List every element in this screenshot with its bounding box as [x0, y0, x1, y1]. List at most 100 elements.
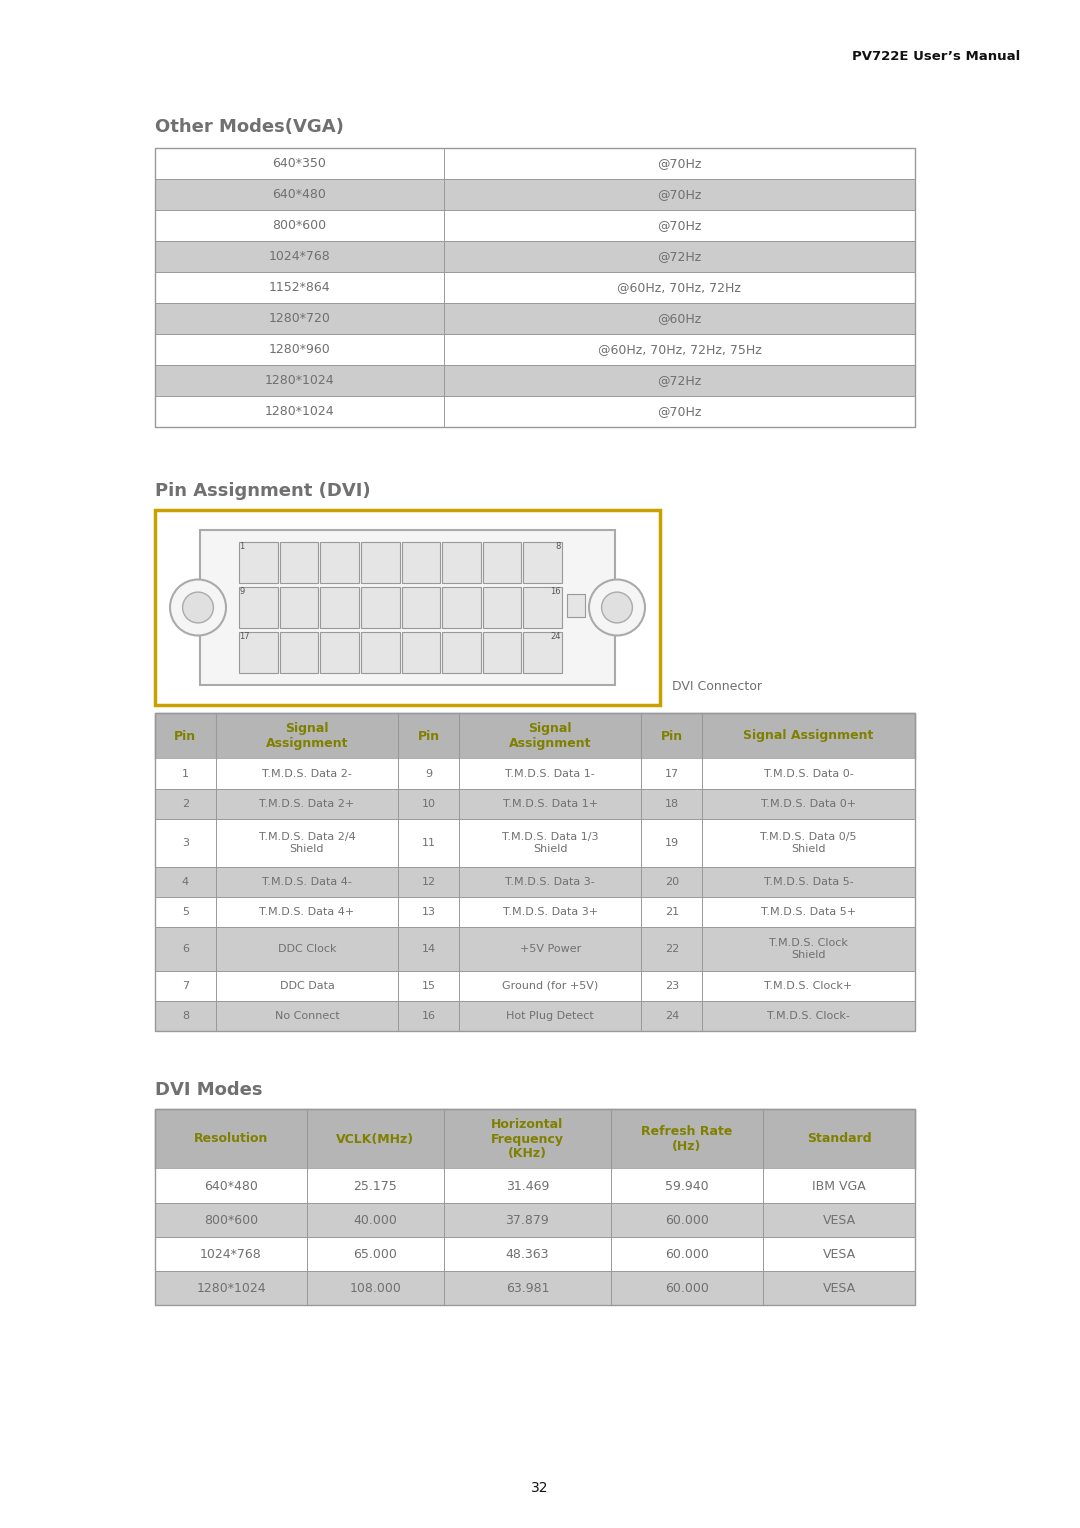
Text: 1280*960: 1280*960 [269, 342, 330, 356]
Text: 37.879: 37.879 [505, 1213, 550, 1227]
Text: 4: 4 [181, 877, 189, 886]
Text: 16: 16 [421, 1012, 435, 1021]
Text: VESA: VESA [823, 1247, 855, 1261]
Bar [361, 587, 400, 628]
Text: T.M.D.S. Data 4+: T.M.D.S. Data 4+ [259, 908, 354, 917]
Text: T.M.D.S. Data 1/3
Shield: T.M.D.S. Data 1/3 Shield [502, 833, 598, 854]
Text: T.M.D.S. Clock-: T.M.D.S. Clock- [767, 1012, 850, 1021]
Bar [156, 714, 915, 1031]
Bar [156, 1109, 307, 1169]
Text: +5V Power: +5V Power [519, 944, 581, 953]
Bar [156, 1169, 915, 1203]
Text: Pin: Pin [174, 729, 197, 743]
Text: 14: 14 [421, 944, 435, 953]
Text: T.M.D.S. Data 2+: T.M.D.S. Data 2+ [259, 799, 354, 808]
Text: 7: 7 [181, 981, 189, 992]
Text: 20: 20 [664, 877, 679, 886]
Text: No Connect: No Connect [274, 1012, 339, 1021]
Text: 6: 6 [181, 944, 189, 953]
Text: 8: 8 [181, 1012, 189, 1021]
Bar [156, 365, 915, 396]
Text: T.M.D.S. Clock
Shield: T.M.D.S. Clock Shield [769, 938, 848, 960]
Text: 31.469: 31.469 [505, 1180, 549, 1192]
Text: @60Hz: @60Hz [658, 312, 702, 325]
Bar [307, 1109, 444, 1169]
Bar [239, 542, 278, 584]
Text: DDC Clock: DDC Clock [278, 944, 336, 953]
Text: T.M.D.S. Data 0-: T.M.D.S. Data 0- [764, 769, 853, 779]
Text: PV722E User’s Manual: PV722E User’s Manual [852, 50, 1020, 63]
Text: DDC Data: DDC Data [280, 981, 335, 992]
Text: IBM VGA: IBM VGA [812, 1180, 866, 1192]
Text: Other Modes(VGA): Other Modes(VGA) [156, 118, 343, 136]
Text: 1: 1 [181, 769, 189, 779]
Bar [156, 866, 915, 897]
Bar [280, 587, 319, 628]
Text: Pin: Pin [661, 729, 683, 743]
Text: @70Hz: @70Hz [658, 188, 702, 202]
Bar [642, 714, 702, 759]
Text: Ground (for +5V): Ground (for +5V) [502, 981, 598, 992]
Text: T.M.D.S. Data 5+: T.M.D.S. Data 5+ [761, 908, 856, 917]
Bar [524, 587, 562, 628]
Text: T.M.D.S. Data 2/4
Shield: T.M.D.S. Data 2/4 Shield [258, 833, 355, 854]
Text: T.M.D.S. Data 1-: T.M.D.S. Data 1- [505, 769, 595, 779]
Text: 22: 22 [664, 944, 679, 953]
Bar [402, 542, 441, 584]
Text: @60Hz, 70Hz, 72Hz: @60Hz, 70Hz, 72Hz [618, 281, 741, 293]
Bar [280, 633, 319, 672]
Circle shape [170, 579, 226, 636]
Bar [239, 633, 278, 672]
Text: 1024*768: 1024*768 [269, 251, 330, 263]
Text: 108.000: 108.000 [350, 1282, 402, 1294]
Bar [459, 714, 642, 759]
Text: T.M.D.S. Clock+: T.M.D.S. Clock+ [765, 981, 853, 992]
Bar [156, 241, 915, 272]
Text: Hot Plug Detect: Hot Plug Detect [507, 1012, 594, 1021]
Text: 24: 24 [551, 633, 561, 642]
Text: DVI Connector: DVI Connector [672, 680, 762, 694]
Text: 40.000: 40.000 [353, 1213, 397, 1227]
Bar [156, 209, 915, 241]
Text: 1280*1024: 1280*1024 [265, 374, 334, 387]
Bar [156, 1271, 915, 1305]
Text: T.M.D.S. Data 4-: T.M.D.S. Data 4- [262, 877, 352, 886]
Text: 640*350: 640*350 [272, 157, 326, 170]
Bar [156, 714, 216, 759]
Bar [399, 714, 459, 759]
Bar [156, 303, 915, 335]
Bar [156, 714, 915, 759]
Bar [156, 897, 915, 927]
Text: 60.000: 60.000 [665, 1213, 708, 1227]
Text: Pin: Pin [418, 729, 440, 743]
Text: 48.363: 48.363 [505, 1247, 549, 1261]
Text: Resolution: Resolution [193, 1132, 268, 1146]
Bar [216, 714, 399, 759]
Text: T.M.D.S. Data 1+: T.M.D.S. Data 1+ [502, 799, 597, 808]
Text: VESA: VESA [823, 1282, 855, 1294]
Text: @70Hz: @70Hz [658, 157, 702, 170]
Text: DVI Modes: DVI Modes [156, 1080, 262, 1099]
Bar [442, 542, 481, 584]
Text: Refresh Rate
(Hz): Refresh Rate (Hz) [642, 1125, 732, 1154]
Bar [361, 633, 400, 672]
Text: Signal
Assignment: Signal Assignment [266, 723, 348, 750]
Text: 17: 17 [664, 769, 679, 779]
Text: 12: 12 [421, 877, 435, 886]
Text: 18: 18 [664, 799, 679, 808]
Bar [321, 633, 359, 672]
Bar [156, 396, 915, 426]
Text: 11: 11 [421, 837, 435, 848]
Text: 1024*768: 1024*768 [200, 1247, 261, 1261]
Bar [156, 819, 915, 866]
Bar [444, 1109, 611, 1169]
Text: 63.981: 63.981 [505, 1282, 549, 1294]
Bar [442, 633, 481, 672]
Bar [402, 587, 441, 628]
Text: T.M.D.S. Data 0+: T.M.D.S. Data 0+ [761, 799, 856, 808]
Text: Standard: Standard [807, 1132, 872, 1146]
Text: T.M.D.S. Data 5-: T.M.D.S. Data 5- [764, 877, 853, 886]
Text: 23: 23 [664, 981, 679, 992]
Text: Horizontal
Frequency
(KHz): Horizontal Frequency (KHz) [491, 1117, 564, 1160]
Text: @70Hz: @70Hz [658, 405, 702, 419]
